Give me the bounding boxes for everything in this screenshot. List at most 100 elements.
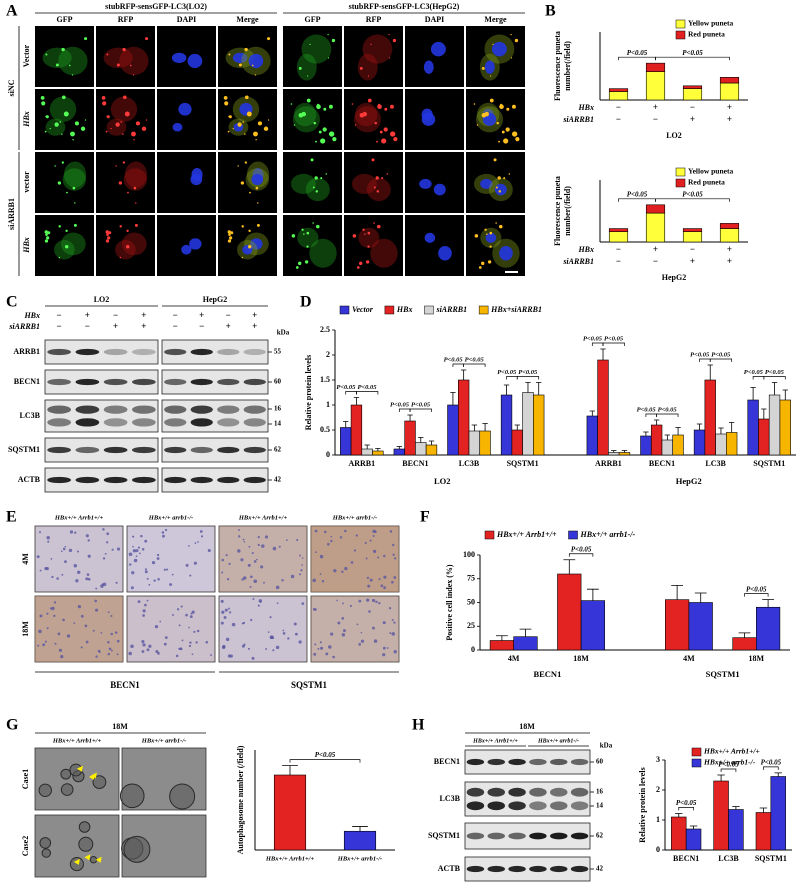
blot-band [487, 801, 505, 811]
ihc-nucleus [392, 543, 395, 547]
ihc-nucleus [393, 576, 397, 579]
bar [728, 809, 744, 851]
punctum [511, 131, 518, 137]
row-label: siARRB1 [8, 322, 40, 331]
sign: − [113, 310, 118, 320]
panel-label: G [6, 717, 19, 734]
sign: − [173, 321, 178, 331]
punctum [316, 104, 321, 110]
p-value: P<0.05 [711, 351, 731, 358]
bar [747, 399, 759, 456]
error-bar [675, 427, 681, 435]
punctum [248, 229, 251, 232]
ihc-nucleus [228, 607, 230, 610]
error-bar [689, 825, 698, 829]
ihc-nucleus [64, 545, 67, 548]
ihc-nucleus [223, 616, 227, 620]
micrograph [405, 26, 464, 87]
punctum [133, 186, 137, 190]
panel-label: E [6, 509, 17, 526]
nucleus [187, 53, 203, 69]
punctum [295, 266, 299, 269]
ihc-nucleus [341, 633, 346, 637]
blot-band [103, 378, 128, 386]
cell [293, 106, 320, 133]
sign: + [653, 244, 658, 254]
blot-membrane [44, 339, 159, 365]
ihc-nucleus [263, 581, 265, 584]
ihc-nucleus [141, 548, 145, 551]
p-value: P<0.05 [682, 190, 703, 198]
ihc-nucleus [356, 623, 359, 626]
ihc-nucleus [107, 611, 110, 614]
punctum [122, 47, 126, 52]
ihc-nucleus [325, 652, 329, 656]
ihc-nucleus [265, 648, 268, 650]
ihc-nucleus [200, 535, 204, 538]
bar [350, 404, 363, 456]
sign: + [690, 256, 695, 266]
punctum [263, 126, 269, 131]
punctum [70, 131, 75, 137]
blot-band [103, 446, 128, 454]
ihc-nucleus [188, 545, 190, 547]
ihc-nucleus [383, 554, 386, 558]
y-axis-label: Relative protein levels [304, 355, 313, 430]
ihc-nucleus [137, 546, 141, 549]
ihc-nucleus [178, 624, 181, 627]
ihc-nucleus [132, 535, 135, 538]
ihc-nucleus [128, 651, 132, 656]
ihc-nucleus [333, 569, 337, 573]
bar [557, 573, 582, 651]
ihc-nucleus [296, 538, 299, 542]
bar [645, 212, 666, 243]
blot-band [487, 832, 505, 840]
bar [468, 430, 481, 456]
legend-swatch [691, 758, 702, 768]
ihc-nucleus [181, 639, 184, 642]
y-tick-label: 75 [467, 574, 475, 583]
punctum [110, 127, 112, 130]
significance-bracket [656, 413, 679, 417]
micrograph [466, 26, 525, 87]
bar [404, 420, 416, 456]
blot-band [508, 787, 526, 797]
ihc-nucleus [225, 637, 230, 642]
punctum [229, 236, 233, 240]
ihc-nucleus [299, 573, 301, 576]
vesicle [78, 821, 91, 833]
error-bar [600, 348, 606, 360]
ihc-nucleus [389, 632, 392, 635]
ihc-nucleus [197, 541, 199, 543]
punctum [44, 230, 49, 234]
blot-band [164, 405, 187, 414]
punctum [312, 186, 315, 189]
cell [354, 106, 381, 133]
micrograph [218, 89, 277, 150]
ihc-nucleus [104, 552, 107, 555]
ihc-nucleus [290, 574, 295, 579]
ihc-nucleus [257, 536, 260, 539]
legend-label: Yellow puneta [688, 167, 733, 176]
cell [366, 177, 391, 202]
blot-band [190, 405, 213, 414]
punctum [244, 161, 248, 164]
bar [640, 435, 652, 456]
bar [415, 442, 427, 456]
ihc-stain [35, 526, 123, 592]
error-bar [407, 414, 413, 421]
y-tick-label: 3 [656, 755, 660, 764]
error-bar [782, 389, 788, 400]
punctum [107, 236, 111, 240]
ihc-nucleus [92, 629, 95, 632]
micrograph [35, 215, 94, 276]
nucleus [190, 173, 203, 186]
punctum [290, 103, 293, 105]
cell [296, 53, 317, 81]
bar [457, 379, 470, 456]
y-tick-label: 1 [326, 400, 330, 409]
ihc-nucleus [162, 534, 165, 538]
ihc-stain [311, 596, 399, 662]
channel-label: GFP [305, 15, 321, 24]
significance-bracket [568, 553, 594, 557]
